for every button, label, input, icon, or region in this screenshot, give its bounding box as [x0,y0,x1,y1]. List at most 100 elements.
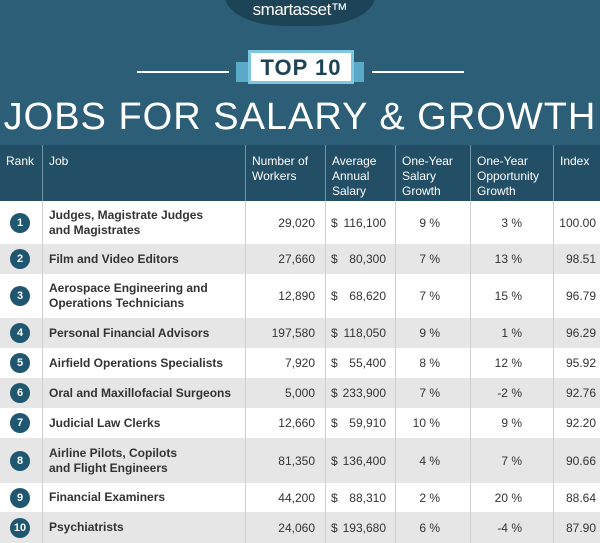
job: Financial Examiners [42,483,245,512]
badge: TOP 10 [248,50,354,84]
rank-badge: 9 [10,487,30,508]
currency: $ [331,326,338,340]
header-row: Rank Job Number of Workers Average Annual S… [0,145,600,201]
rank-cell: 7 [0,408,42,438]
column-header: Number of Workers [245,145,325,201]
salary-growth: 7 % [395,244,470,274]
rank-cell: 3 [0,274,42,318]
workers: 27,660 [245,244,325,274]
job: Judicial Law Clerks [42,408,245,438]
workers: 197,580 [245,318,325,348]
currency: $ [331,252,338,266]
salary-cell: $116,100 [325,201,395,244]
salary-growth: 6 % [395,512,470,543]
rank-cell: 4 [0,318,42,348]
workers: 12,890 [245,274,325,318]
rank-badge: 5 [10,353,30,373]
currency: $ [331,215,338,230]
salary: 59,910 [349,416,386,430]
rank-badge: 4 [10,323,30,343]
opportunity-growth: 1 % [470,318,553,348]
rank-cell: 1 [0,201,42,244]
opportunity-growth: 3 % [470,201,553,244]
workers: 7,920 [245,348,325,378]
index: 87.90 [553,512,600,543]
index: 98.51 [553,244,600,274]
rank-badge: 8 [10,450,30,471]
table-row: 7 Judicial Law Clerks 12,660 $59,910 10 % 9 %… [0,408,600,438]
job: Oral and Maxillofacial Surgeons [42,378,245,408]
table-row: 8 Airline Pilots, Copilots and Flight Eng… [0,438,600,483]
table-row: 1 Judges, Magistrate Judges and Magistrat… [0,201,600,244]
index: 90.66 [553,438,600,483]
currency: $ [331,520,338,535]
rank-cell: 6 [0,378,42,408]
opportunity-growth: 7 % [470,438,553,483]
salary-growth: 9 % [395,318,470,348]
index: 100.00 [553,201,600,244]
table-row: 5 Airfield Operations Specialists 7,920 $55… [0,348,600,378]
salary-cell: $136,400 [325,438,395,483]
salary-growth: 9 % [395,201,470,244]
column-header: Index [553,145,600,201]
index: 92.76 [553,378,600,408]
salary-cell: $88,310 [325,483,395,512]
table-row: 2 Film and Video Editors 27,660 $80,300 7 % 1… [0,244,600,274]
rank-badge: 1 [10,212,30,233]
opportunity-growth: -4 % [470,512,553,543]
ribbon-tail [236,62,250,82]
job: Personal Financial Advisors [42,318,245,348]
rank-badge: 10 [10,517,30,538]
job: Judges, Magistrate Judges and Magistrate… [42,201,245,244]
column-header: Average Annual Salary [325,145,395,201]
job: Aerospace Engineering and Operations Tec… [42,274,245,318]
opportunity-growth: 13 % [470,244,553,274]
table-row: 4 Personal Financial Advisors 197,580 $118,… [0,318,600,348]
opportunity-growth: 15 % [470,274,553,318]
salary-cell: $193,680 [325,512,395,543]
salary: 233,900 [342,386,386,400]
rank-cell: 10 [0,512,42,543]
job: Psychiatrists [42,512,245,543]
table-row: 6 Oral and Maxillofacial Surgeons 5,000 $23… [0,378,600,408]
logo: smartasset™ [225,0,375,26]
column-header: One-Year Salary Growth [395,145,470,201]
rank-badge: 7 [10,413,30,433]
header-banner: TOP 10 JOBS FOR SALARY & GROWTH smartass… [0,0,600,145]
rank-cell: 8 [0,438,42,483]
table-row: 3 Aerospace Engineering and Operations Te… [0,274,600,318]
index: 96.29 [553,318,600,348]
rank-cell: 2 [0,244,42,274]
column-header: Job [42,145,245,201]
salary-cell: $55,400 [325,348,395,378]
workers: 5,000 [245,378,325,408]
rank-badge: 3 [10,286,30,306]
currency: $ [331,490,338,505]
rank-badge: 6 [10,383,30,403]
salary-growth: 4 % [395,438,470,483]
salary-growth: 10 % [395,408,470,438]
salary: 68,620 [349,289,386,303]
salary-cell: $80,300 [325,244,395,274]
salary-growth: 7 % [395,378,470,408]
workers: 44,200 [245,483,325,512]
currency: $ [331,289,338,303]
job: Airfield Operations Specialists [42,348,245,378]
workers: 24,060 [245,512,325,543]
index: 95.92 [553,348,600,378]
salary-growth: 7 % [395,274,470,318]
salary: 118,050 [343,326,387,340]
salary-growth: 2 % [395,483,470,512]
salary-cell: $118,050 [325,318,395,348]
workers: 29,020 [245,201,325,244]
index: 96.79 [553,274,600,318]
rule [137,71,229,73]
opportunity-growth: 12 % [470,348,553,378]
title: JOBS FOR SALARY & GROWTH [3,96,597,138]
index: 92.20 [553,408,600,438]
currency: $ [331,356,338,370]
salary-cell: $233,900 [325,378,395,408]
salary: 136,400 [342,453,386,468]
rank-badge: 2 [10,249,30,269]
